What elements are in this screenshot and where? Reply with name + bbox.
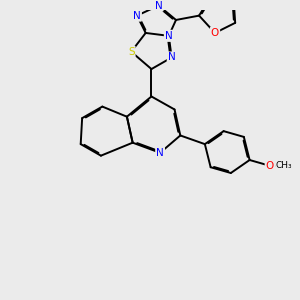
Text: N: N — [168, 52, 176, 62]
Text: O: O — [211, 28, 219, 38]
Text: N: N — [133, 11, 141, 21]
Text: N: N — [155, 1, 163, 10]
Text: CH₃: CH₃ — [276, 161, 292, 170]
Text: O: O — [266, 161, 274, 171]
Text: N: N — [165, 31, 172, 41]
Text: S: S — [128, 47, 134, 57]
Text: N: N — [156, 148, 164, 158]
